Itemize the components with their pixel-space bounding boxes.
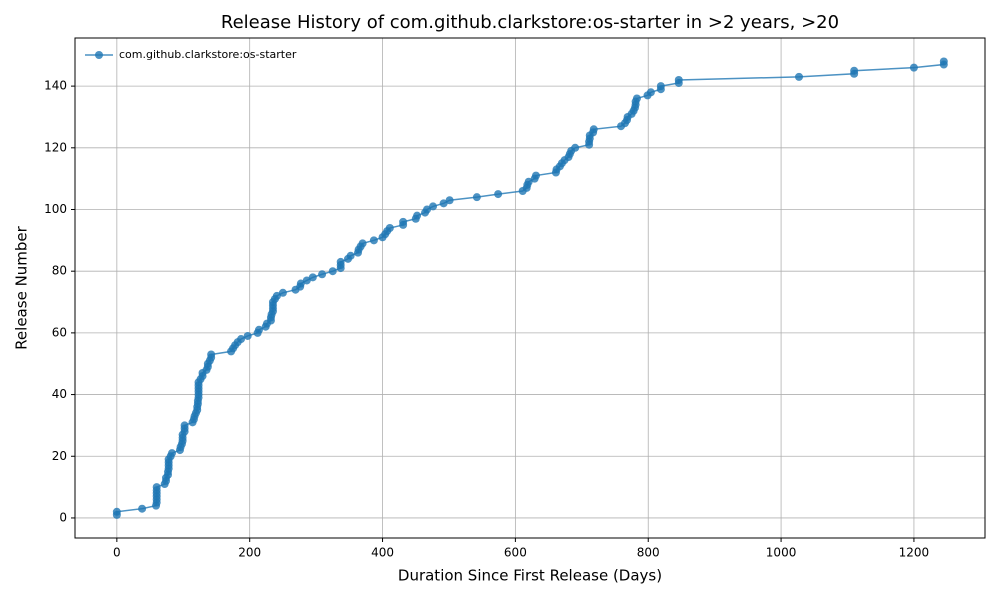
data-point xyxy=(445,196,454,205)
data-point xyxy=(909,63,918,72)
data-point xyxy=(674,75,683,84)
data-point xyxy=(336,257,345,266)
grid xyxy=(75,38,985,538)
data-point xyxy=(302,276,311,285)
x-tick-label: 800 xyxy=(637,546,660,560)
legend: com.github.clarkstore:os-starter xyxy=(85,48,297,61)
x-tick-label: 1000 xyxy=(766,546,797,560)
data-point xyxy=(328,267,337,276)
data-point xyxy=(254,325,263,334)
chart-title: Release History of com.github.clarkstore… xyxy=(221,12,839,33)
data-point xyxy=(308,273,317,282)
data-point xyxy=(112,507,121,516)
data-point xyxy=(138,504,147,513)
y-tick-label: 40 xyxy=(52,387,67,401)
y-tick-label: 100 xyxy=(44,202,67,216)
data-point xyxy=(369,236,378,245)
y-tick-label: 60 xyxy=(52,325,67,339)
y-axis-label: Release Number xyxy=(13,225,31,349)
x-tick-label: 1200 xyxy=(899,546,930,560)
data-point xyxy=(795,72,804,81)
data-point xyxy=(494,190,503,199)
data-point xyxy=(207,350,216,359)
data-point xyxy=(180,421,189,430)
data-point xyxy=(439,199,448,208)
data-point xyxy=(939,57,948,66)
data-point xyxy=(318,270,327,279)
data-point xyxy=(243,331,252,340)
x-tick-label: 200 xyxy=(238,546,261,560)
data-point xyxy=(346,251,355,260)
data-point xyxy=(358,239,367,248)
data-point xyxy=(632,94,641,103)
data-point xyxy=(571,143,580,152)
data-point xyxy=(429,202,438,211)
data-point xyxy=(385,224,394,233)
data-point xyxy=(589,125,598,134)
series-line xyxy=(116,61,945,515)
y-tick-label: 0 xyxy=(59,510,67,524)
data-point xyxy=(531,171,540,180)
data-point xyxy=(646,88,655,97)
legend-marker xyxy=(95,51,103,59)
data-point xyxy=(272,291,281,300)
x-tick-label: 600 xyxy=(504,546,527,560)
data-point xyxy=(167,449,176,458)
data-point xyxy=(296,279,305,288)
x-tick-label: 0 xyxy=(113,546,121,560)
y-tick-label: 80 xyxy=(52,264,67,278)
data-point xyxy=(850,66,859,75)
data-point xyxy=(399,217,408,226)
y-tick-label: 20 xyxy=(52,449,67,463)
data-point xyxy=(278,288,287,297)
plot-data xyxy=(112,57,948,519)
y-tick-label: 140 xyxy=(44,79,67,93)
data-point xyxy=(237,335,246,344)
legend-label: com.github.clarkstore:os-starter xyxy=(119,48,297,61)
data-point xyxy=(656,82,665,91)
data-point xyxy=(524,177,533,186)
data-point xyxy=(472,193,481,202)
data-point xyxy=(423,205,432,214)
plot-frame xyxy=(74,37,986,539)
y-tick-label: 120 xyxy=(44,140,67,154)
x-tick-label: 400 xyxy=(371,546,394,560)
data-point xyxy=(413,211,422,220)
data-point xyxy=(152,483,161,492)
x-axis-label: Duration Since First Release (Days) xyxy=(398,567,662,585)
